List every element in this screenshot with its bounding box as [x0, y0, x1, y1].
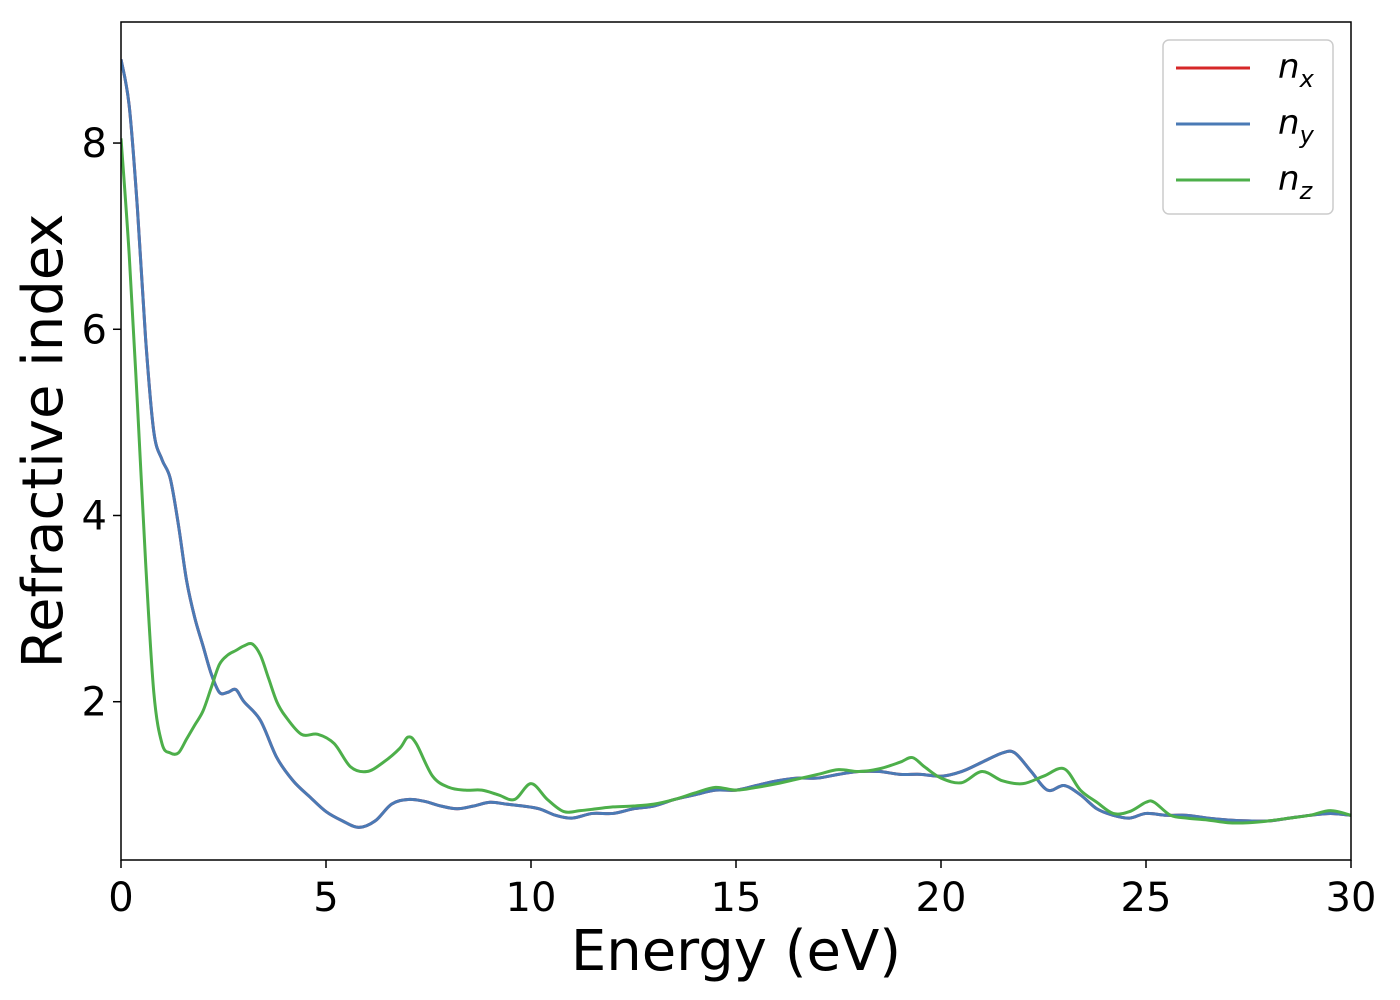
series-line-n-z — [121, 138, 1351, 825]
y-axis-label: Refractive index — [11, 214, 76, 669]
y-tick-label: 8 — [82, 121, 107, 167]
legend-label-n-z: nz — [1278, 159, 1314, 205]
x-tick-label: 25 — [1121, 875, 1172, 921]
legend-label-n-x: nx — [1278, 47, 1315, 93]
legend-label-base: n — [1278, 103, 1300, 143]
legend-label-subscript: y — [1299, 121, 1315, 149]
x-tick-label: 10 — [506, 875, 557, 921]
x-tick-label: 20 — [916, 875, 967, 921]
x-tick-label: 0 — [108, 875, 133, 921]
plot-area — [121, 22, 1351, 860]
y-axis-ticks: 2 4 6 8 — [82, 121, 121, 726]
series-line-n-y — [121, 58, 1351, 829]
series-layer — [121, 58, 1351, 829]
x-tick-label: 5 — [313, 875, 338, 921]
legend-label-n-y: ny — [1278, 103, 1315, 149]
legend-label-base: n — [1278, 47, 1300, 87]
legend-box — [1162, 39, 1334, 215]
legend-label-subscript: x — [1299, 65, 1315, 93]
y-tick-label: 4 — [82, 493, 107, 539]
legend-label-subscript: z — [1299, 177, 1314, 205]
x-axis-ticks: 0 5 10 15 20 25 30 — [108, 860, 1376, 921]
y-tick-label: 2 — [82, 680, 107, 726]
y-tick-label: 6 — [82, 307, 107, 353]
x-axis-label: Energy (eV) — [571, 919, 901, 984]
x-tick-label: 15 — [711, 875, 762, 921]
legend-label-base: n — [1278, 159, 1300, 199]
x-tick-label: 30 — [1326, 875, 1377, 921]
